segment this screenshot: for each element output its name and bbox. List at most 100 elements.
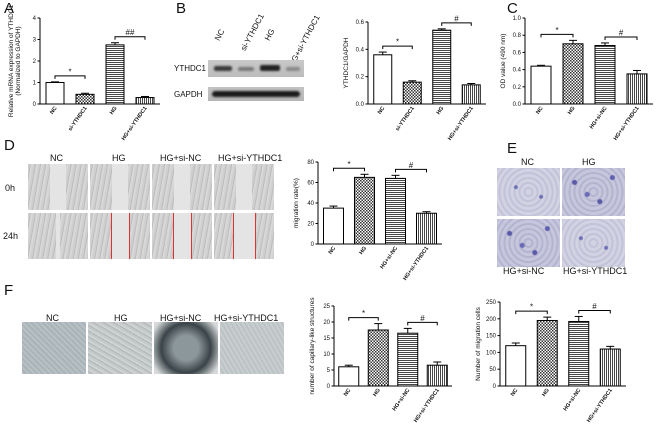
- bar: [45, 82, 65, 105]
- micrograph-image: [90, 164, 150, 210]
- bar: [385, 177, 406, 245]
- y-axis-label: YTHDC1/GAPDH: [343, 37, 350, 88]
- micrograph-image: [154, 322, 218, 374]
- y-tick-label: 0.6: [356, 20, 365, 26]
- significance-label: *: [396, 38, 399, 47]
- panel-letter-a: A: [4, 0, 15, 17]
- bar: [354, 176, 375, 245]
- significance-label: ##: [126, 28, 135, 37]
- micrograph-image: [220, 322, 284, 374]
- micrograph-image: [152, 213, 212, 259]
- significance-label: #: [409, 161, 414, 170]
- blot-band-gapdh: [208, 87, 304, 101]
- y-tick-label: 20: [323, 320, 330, 326]
- x-tick-label: NC: [328, 246, 337, 256]
- bar: [373, 54, 393, 105]
- y-tick-label: 0.4: [513, 68, 522, 74]
- micrograph-image: [497, 219, 560, 267]
- significance-label: #: [420, 314, 425, 323]
- y-axis-label: OD value (490 nm): [500, 34, 507, 89]
- x-tick-label: HG: [358, 246, 368, 256]
- significance-bracket: [114, 36, 146, 40]
- significance-label: *: [530, 303, 533, 312]
- y-tick-label: 0.6: [513, 50, 522, 56]
- significance-label: #: [454, 14, 459, 23]
- y-tick-label: 20: [307, 222, 314, 228]
- significance-label: #: [619, 28, 624, 37]
- x-tick-label: NC: [377, 106, 386, 116]
- y-tick-label: 25: [323, 304, 330, 310]
- tube-image-grid: [22, 322, 284, 374]
- significance-bracket: [578, 309, 611, 314]
- x-tick-label: NC: [510, 388, 519, 398]
- wound-image-grid: [28, 164, 278, 260]
- y-tick-label: 0.4: [356, 47, 365, 53]
- x-tick-label: HG: [372, 388, 382, 398]
- panel-letter-d: D: [4, 137, 15, 154]
- bar: [135, 97, 155, 105]
- blot-lane-label: HG: [263, 27, 277, 43]
- y-tick-label: 0: [493, 384, 497, 390]
- wound-col-label: HG+si-YTHDC1: [218, 153, 283, 163]
- y-tick-label: 0.0: [513, 102, 522, 108]
- y-tick-label: 100: [486, 350, 497, 356]
- transwell-label: NC: [521, 157, 534, 167]
- y-tick-label: 0.2: [513, 85, 522, 91]
- bar: [594, 45, 616, 105]
- bar: [323, 207, 344, 245]
- chart-a: 0 1 2 3 4 Relative mRNA expression of YTHDC1(…: [8, 5, 160, 142]
- significance-bracket: [540, 33, 574, 38]
- x-tick-label: NC: [49, 106, 58, 116]
- y-tick-label: 40: [307, 201, 314, 207]
- panel-letter-c: C: [507, 0, 518, 17]
- significance-bracket: [348, 317, 379, 321]
- significance-bracket: [407, 321, 438, 326]
- chart-f2: 0 50 100 150 200 250 Number of migration cells…: [475, 300, 626, 424]
- chart-b: 0.0 0.2 0.4 0.6 YTHDC1/GAPDH NC si-YTHDC1 HG HG+…: [343, 14, 486, 142]
- significance-bracket: [382, 45, 413, 50]
- transwell-label: HG+si-YTHDC1: [563, 266, 628, 276]
- significance-label: *: [555, 26, 558, 35]
- blot-band-ythdc1: [208, 60, 304, 77]
- x-tick-label: NC: [535, 106, 544, 116]
- y-tick-label: 0.0: [356, 102, 365, 108]
- bar: [626, 73, 648, 105]
- y-tick-label: 150: [486, 334, 497, 340]
- transwell-image-grid: [497, 168, 625, 267]
- significance-bracket: [515, 310, 548, 315]
- wound-row-label: 0h: [5, 183, 16, 193]
- bar: [530, 65, 552, 105]
- significance-label: #: [592, 302, 597, 311]
- x-tick-label: si-YTHDC1: [67, 106, 88, 133]
- blot-lane-label: NC: [213, 27, 227, 43]
- chart-f1: 0 5 10 15 20 25 number of capillary-like struc…: [309, 297, 452, 424]
- bar: [562, 43, 584, 105]
- transwell-label: HG: [582, 157, 596, 167]
- x-tick-label: HG+si-NC: [563, 388, 583, 413]
- significance-bracket: [333, 167, 365, 172]
- wound-col-label: NC: [50, 153, 63, 163]
- y-axis-label: migration rate(%): [293, 178, 300, 228]
- x-tick-label: HG: [436, 106, 446, 116]
- blot-row-label: YTHDC1: [174, 64, 207, 73]
- x-tick-label: HG+si-YTHDC1: [613, 106, 641, 142]
- y-tick-label: 1: [33, 81, 37, 87]
- wound-col-label: HG: [112, 153, 126, 163]
- y-axis-label: (Normalized to GAPDH): [15, 26, 22, 95]
- y-tick-label: 10: [323, 352, 330, 358]
- micrograph-image: [28, 164, 88, 210]
- micrograph-image: [22, 322, 86, 374]
- y-tick-label: 5: [327, 368, 331, 374]
- y-tick-label: 3: [33, 38, 37, 44]
- y-tick-label: 0: [33, 102, 37, 108]
- significance-label: *: [347, 160, 350, 169]
- y-tick-label: 0.2: [356, 75, 365, 81]
- x-tick-label: HG+si-NC: [392, 388, 412, 413]
- y-tick-label: 250: [486, 300, 497, 306]
- wound-row-label: 24h: [3, 231, 19, 241]
- bar: [461, 84, 481, 105]
- significance-bracket: [395, 168, 427, 173]
- y-tick-label: 2: [33, 59, 37, 65]
- significance-bracket: [604, 36, 638, 40]
- y-axis-label: Number of migration cells: [475, 306, 482, 380]
